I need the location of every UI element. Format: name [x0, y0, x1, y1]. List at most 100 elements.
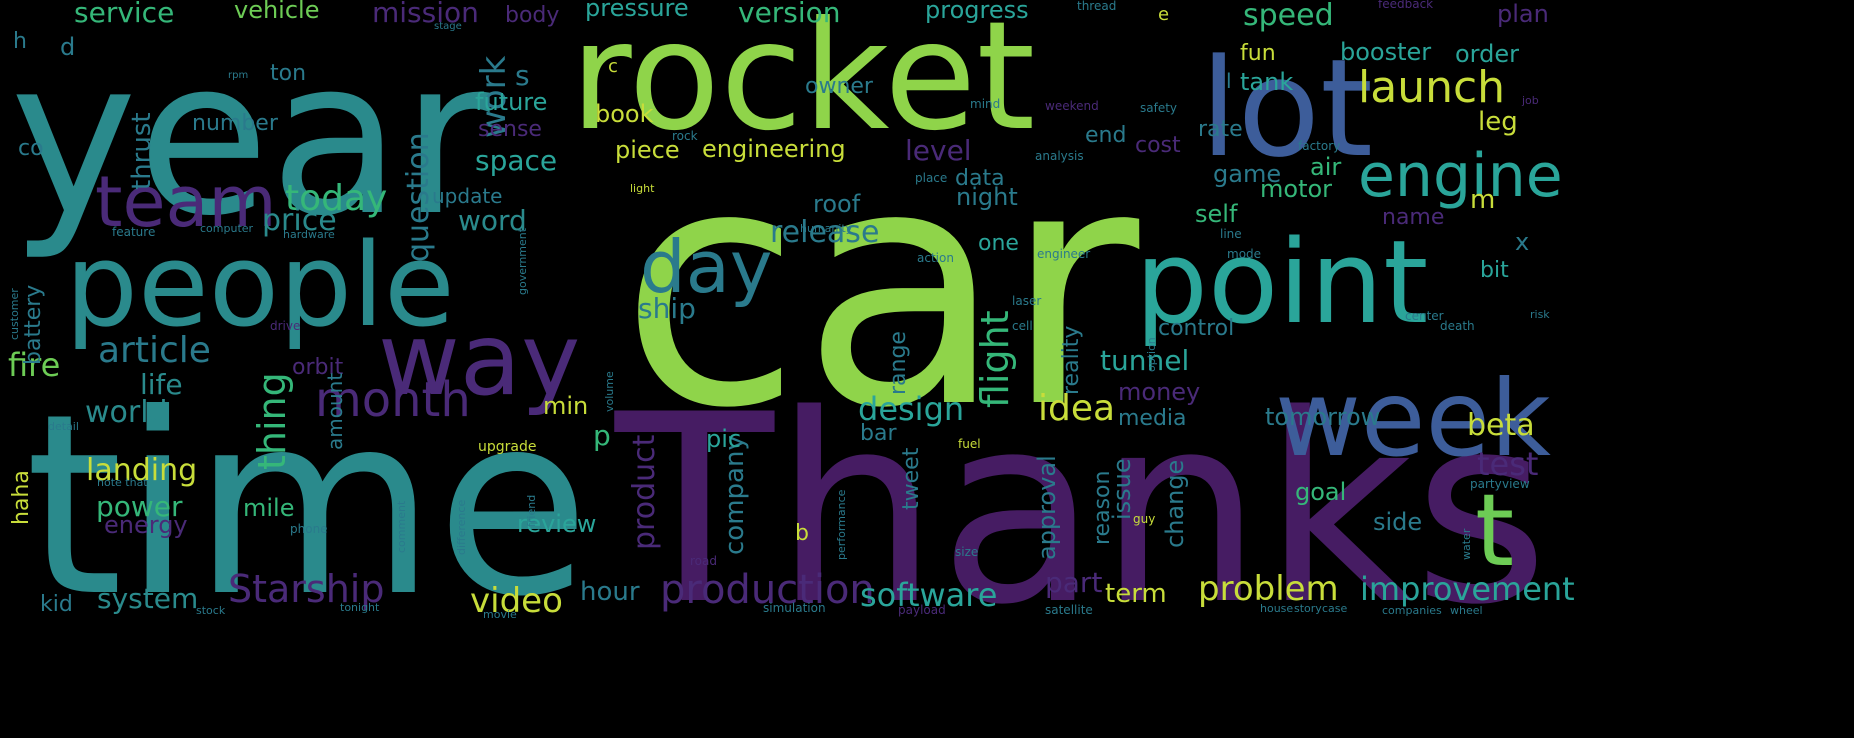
- word-haha: haha: [9, 470, 34, 525]
- word-e: e: [1158, 4, 1169, 25]
- word-story: story: [1294, 602, 1322, 615]
- word-mile: mile: [243, 494, 294, 522]
- word-month: month: [315, 372, 471, 428]
- word-product: product: [627, 434, 662, 550]
- word-performance: performance: [835, 489, 848, 560]
- word-system: system: [97, 582, 198, 615]
- word-company: company: [720, 435, 750, 555]
- word-cell: cell: [1012, 319, 1033, 333]
- word-night: night: [956, 183, 1018, 211]
- word-companies: companies: [1382, 604, 1442, 617]
- word-movie: movie: [483, 608, 517, 621]
- word-option: option: [1145, 337, 1158, 372]
- word-design: design: [858, 390, 964, 428]
- word-speed: speed: [1243, 0, 1334, 33]
- word-level: level: [905, 134, 972, 167]
- word-c: c: [608, 56, 618, 77]
- word-laser: laser: [1012, 294, 1041, 308]
- word-body: body: [505, 3, 559, 28]
- word-video: video: [470, 581, 563, 621]
- word-range: range: [886, 331, 911, 395]
- word-test: test: [1477, 445, 1538, 483]
- word-car: car: [620, 96, 1143, 480]
- word-version: version: [738, 0, 841, 29]
- word-guy: guy: [1133, 512, 1155, 526]
- word-lot: lot: [1200, 30, 1373, 187]
- word-rate: rate: [1198, 117, 1243, 142]
- word-engineering: engineering: [702, 135, 846, 163]
- word-upgrade: upgrade: [478, 439, 536, 455]
- word-tank: tank: [1240, 68, 1293, 96]
- word-issue: issue: [1108, 458, 1136, 520]
- word-problem: problem: [1198, 569, 1339, 609]
- word-rock: rock: [672, 129, 698, 143]
- word-safety: safety: [1140, 101, 1177, 115]
- word-fire: fire: [8, 346, 60, 384]
- word-satellite: satellite: [1045, 603, 1093, 617]
- word-thread: thread: [1077, 0, 1116, 13]
- word-job: job: [1521, 94, 1539, 107]
- word-space: space: [475, 144, 557, 177]
- word-hardware: hardware: [283, 228, 335, 241]
- word-order: order: [1455, 40, 1519, 68]
- word-leg: leg: [1478, 107, 1518, 137]
- word-death: death: [1440, 319, 1475, 333]
- word-motor: motor: [1260, 175, 1332, 203]
- word-approval: approval: [1033, 455, 1061, 560]
- word-humanity: humanity: [800, 222, 853, 235]
- word-mission: mission: [372, 0, 479, 29]
- word-min: min: [543, 392, 588, 420]
- word-center: center: [1405, 309, 1444, 323]
- word-engine: engine: [1358, 141, 1563, 211]
- word-stage: stage: [434, 21, 462, 32]
- word-control: control: [1158, 316, 1234, 341]
- word-name: name: [1382, 205, 1444, 230]
- word-factory: factory: [1298, 139, 1340, 153]
- word-goal: goal: [1295, 478, 1346, 506]
- word-drive: drive: [270, 319, 300, 333]
- word-point: point: [1135, 216, 1428, 350]
- word-improvement: improvement: [1360, 570, 1575, 608]
- word-change: change: [1161, 460, 1189, 548]
- word-analysis: analysis: [1035, 149, 1084, 163]
- word-way: way: [378, 301, 580, 418]
- word-party: party: [1470, 477, 1502, 491]
- word-software: software: [860, 576, 997, 614]
- word-roof: roof: [813, 190, 861, 218]
- word-computer: computer: [200, 222, 254, 235]
- word-tonight: tonight: [340, 601, 380, 614]
- word-beta: beta: [1467, 408, 1535, 443]
- word-friend: friend: [525, 495, 538, 527]
- word-piece: piece: [615, 136, 680, 164]
- word-one: one: [978, 231, 1019, 256]
- word-game: game: [1213, 160, 1281, 188]
- word-bar: bar: [860, 421, 897, 446]
- word-world: world: [85, 395, 168, 430]
- word-case: case: [1322, 602, 1348, 615]
- word-thanks: Thanks: [611, 360, 1549, 662]
- word-tomorrow: tomorrow: [1265, 403, 1380, 431]
- word-work: work: [474, 55, 514, 138]
- word-reason: reason: [1090, 471, 1115, 545]
- word-people: people: [65, 219, 455, 353]
- word-amount: amount: [323, 373, 347, 450]
- word-light: light: [630, 182, 655, 195]
- word-week: week: [1275, 358, 1551, 480]
- word-future: future: [475, 88, 547, 116]
- word-ton: ton: [270, 61, 306, 86]
- word-note-that: note that: [97, 476, 148, 489]
- word-stock: stock: [196, 604, 226, 617]
- word-self: self: [1195, 200, 1238, 228]
- word-detail: detail: [48, 420, 79, 433]
- word-question: question: [401, 132, 436, 262]
- word-hour: hour: [580, 577, 640, 607]
- word-payload: payload: [898, 603, 946, 617]
- word-weekend: weekend: [1045, 99, 1099, 113]
- word-tunnel: tunnel: [1100, 344, 1189, 377]
- word-line: line: [1220, 227, 1242, 241]
- word-side: side: [1373, 508, 1422, 536]
- word-air: air: [1310, 153, 1341, 181]
- word-place: place: [915, 171, 947, 185]
- word-energy: energy: [104, 511, 188, 539]
- word-road: road: [690, 554, 717, 568]
